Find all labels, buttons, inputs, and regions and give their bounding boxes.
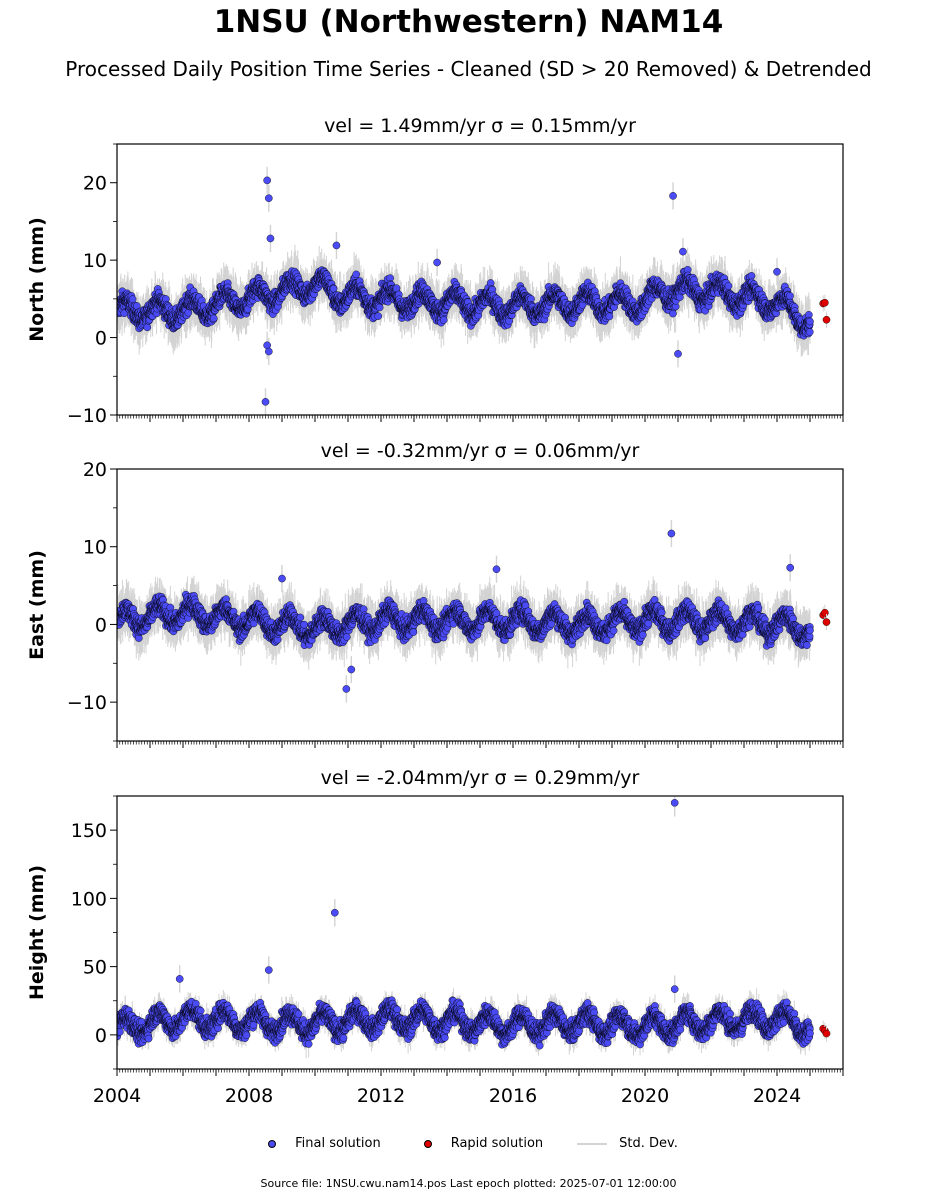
final-point [128, 295, 137, 303]
figure-title: 1NSU (Northwestern) NAM14 [213, 4, 724, 40]
final-point [209, 314, 218, 323]
final-solution-points [117, 176, 814, 406]
final-point [669, 309, 677, 318]
final-point [605, 312, 614, 321]
final-point [439, 316, 448, 324]
final-point [374, 312, 382, 320]
final-point [352, 270, 361, 279]
figure-subtitle: Processed Daily Position Time Series - C… [65, 57, 872, 81]
final-point [143, 323, 152, 332]
final-point [329, 284, 338, 293]
plot-area [117, 166, 831, 415]
final-point [375, 303, 384, 312]
